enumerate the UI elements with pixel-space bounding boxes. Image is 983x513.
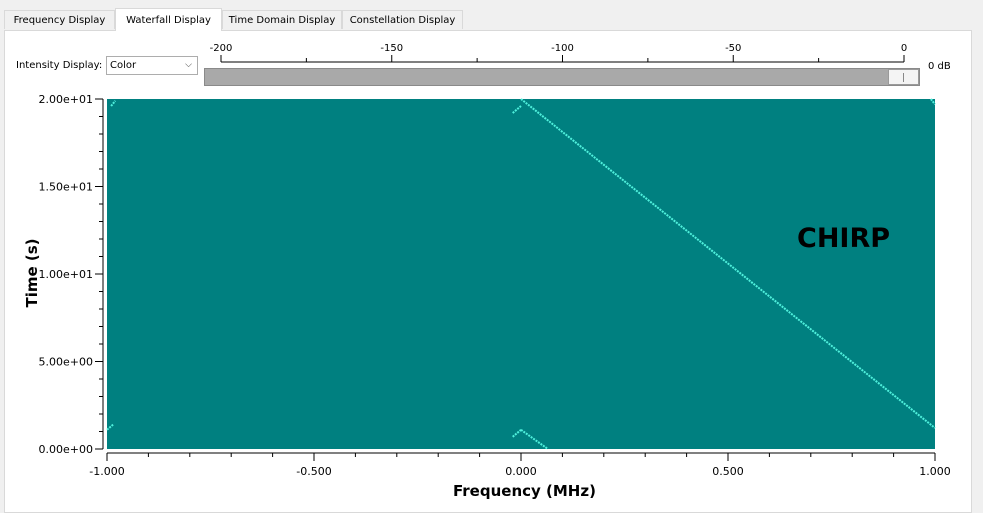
y-tick-label: 1.00e+01 bbox=[39, 268, 93, 281]
tab-constellation-display[interactable]: Constellation Display bbox=[342, 10, 463, 29]
slider-unit-label: 0 dB bbox=[928, 61, 951, 72]
chirp-trace bbox=[520, 98, 936, 429]
chirp-trace bbox=[512, 105, 522, 114]
intensity-display-label: Intensity Display: bbox=[16, 60, 103, 71]
intensity-slider-track[interactable] bbox=[204, 68, 920, 86]
chirp-trace bbox=[512, 429, 522, 438]
x-tick-label: -0.500 bbox=[296, 465, 331, 478]
tab-time-domain-display[interactable]: Time Domain Display bbox=[222, 10, 342, 29]
tab-bar: Frequency Display Waterfall Display Time… bbox=[0, 0, 983, 31]
y-tick-label: 0.00e+00 bbox=[39, 443, 93, 456]
y-tick-label: 1.50e+01 bbox=[39, 181, 93, 194]
slider-tick-label: -100 bbox=[551, 43, 574, 54]
slider-tick-label: -150 bbox=[380, 43, 403, 54]
intensity-display-value: Color bbox=[110, 60, 137, 71]
x-tick-label: -1.000 bbox=[89, 465, 124, 478]
x-axis-title: Frequency (MHz) bbox=[453, 482, 596, 500]
waterfall-canvas bbox=[107, 99, 935, 449]
slider-tick-label: -200 bbox=[210, 43, 233, 54]
intensity-slider-handle[interactable] bbox=[888, 69, 919, 85]
chevron-down-icon: ⌵ bbox=[185, 60, 192, 70]
y-tick-label: 2.00e+01 bbox=[39, 93, 93, 106]
x-tick-label: 0.000 bbox=[505, 465, 537, 478]
chirp-trace bbox=[110, 100, 117, 107]
y-axis-title: Time (s) bbox=[23, 238, 41, 308]
slider-tick-label: 0 bbox=[901, 43, 907, 54]
slider-tick-label: -50 bbox=[725, 43, 741, 54]
chirp-trace bbox=[106, 423, 114, 431]
chirp-trace bbox=[930, 98, 936, 105]
tab-waterfall-display[interactable]: Waterfall Display bbox=[115, 8, 222, 31]
x-tick-label: 1.000 bbox=[919, 465, 951, 478]
chirp-annotation: CHIRP bbox=[797, 223, 891, 254]
chirp-trace bbox=[520, 428, 549, 450]
x-tick-label: 0.500 bbox=[712, 465, 744, 478]
tab-frequency-display[interactable]: Frequency Display bbox=[4, 10, 115, 29]
y-tick-label: 5.00e+00 bbox=[39, 356, 93, 369]
intensity-display-select[interactable]: Color ⌵ bbox=[106, 56, 198, 75]
